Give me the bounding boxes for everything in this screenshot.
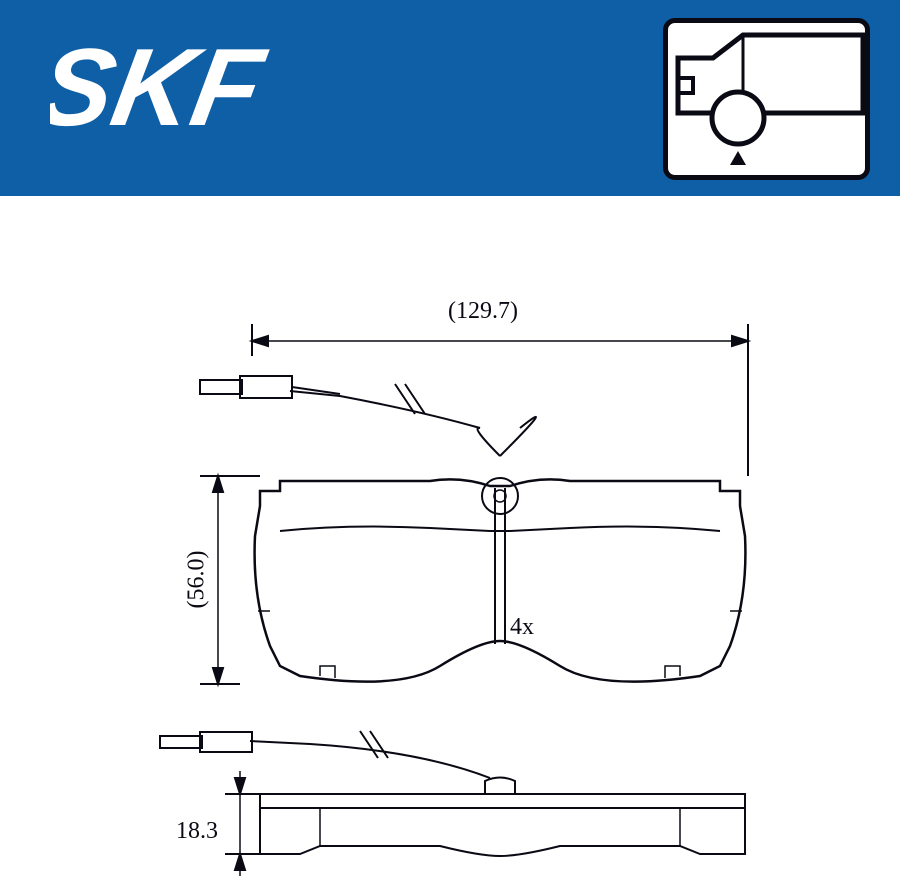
front-wheel-icon bbox=[663, 18, 870, 180]
header-bar: SKF bbox=[0, 0, 900, 196]
brake-pad-drawing bbox=[0, 196, 900, 876]
logo-text: SKF bbox=[50, 35, 275, 149]
technical-diagram: (129.7) (56.0) 4x 18.3 bbox=[0, 196, 900, 876]
